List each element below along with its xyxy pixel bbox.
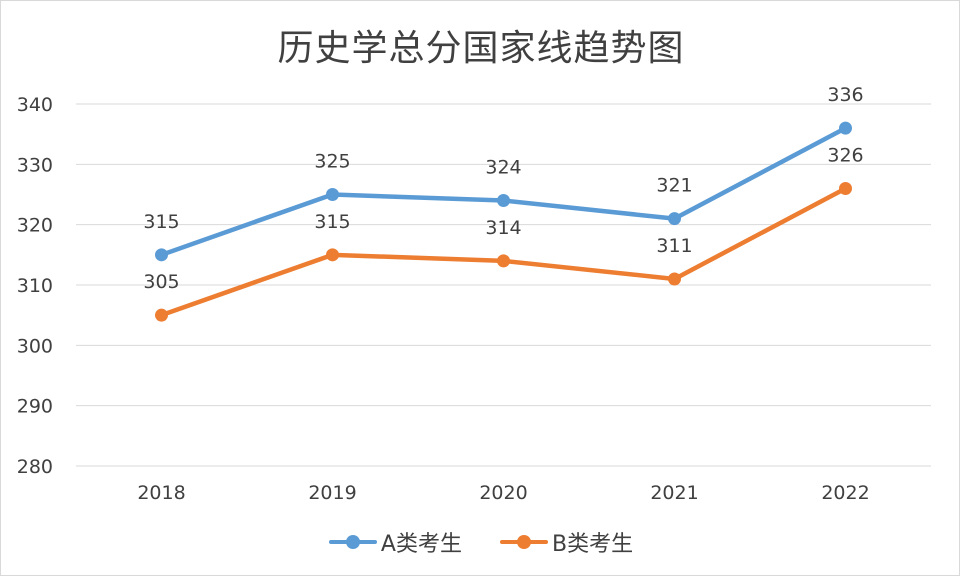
- y-tick-label: 300: [17, 335, 53, 357]
- data-point[interactable]: [155, 308, 168, 322]
- data-point[interactable]: [326, 188, 339, 201]
- y-tick-label: 280: [17, 456, 53, 478]
- y-tick-label: 330: [17, 154, 53, 176]
- x-tick-label: 2022: [821, 482, 869, 504]
- data-point[interactable]: [497, 254, 510, 268]
- data-label: 315: [143, 211, 179, 233]
- y-tick-label: 340: [17, 94, 53, 116]
- legend: A类考生 B类考生: [1, 526, 960, 558]
- data-label: 325: [314, 151, 350, 173]
- gridlines: [76, 103, 931, 467]
- x-tick-label: 2021: [650, 482, 698, 504]
- x-tick-label: 2020: [479, 482, 527, 504]
- y-tick-label: 290: [17, 396, 53, 418]
- data-label: 326: [827, 144, 863, 166]
- data-point[interactable]: [326, 248, 339, 262]
- series-lines: [155, 121, 852, 322]
- y-tick-label: 320: [17, 215, 53, 237]
- data-label: 324: [485, 157, 521, 179]
- legend-label-b: B类考生: [551, 532, 634, 557]
- chart-title: 历史学总分国家线趋势图: [277, 28, 685, 69]
- data-label: 321: [656, 175, 692, 197]
- legend-swatch-b-icon: [499, 535, 548, 549]
- data-labels: 315 325 324 321 336 305 315 314 311 326: [143, 84, 863, 293]
- data-label: 311: [656, 235, 692, 257]
- legend-label-a: A类考生: [380, 532, 462, 557]
- x-axis-ticks: 2018 2019 2020 2021 2022: [137, 482, 869, 504]
- y-tick-label: 310: [17, 275, 53, 297]
- x-tick-label: 2018: [137, 482, 185, 504]
- legend-item-b[interactable]: B类考生: [499, 526, 634, 558]
- legend-item-a[interactable]: A类考生: [328, 526, 462, 558]
- data-point[interactable]: [668, 272, 681, 286]
- data-point[interactable]: [839, 181, 852, 195]
- x-tick-label: 2019: [308, 482, 356, 504]
- data-label: 336: [827, 84, 863, 106]
- series-line-b: [159, 186, 848, 318]
- data-label: 314: [485, 217, 521, 239]
- data-label: 315: [314, 211, 350, 233]
- data-point[interactable]: [155, 248, 168, 262]
- data-point[interactable]: [839, 121, 852, 135]
- data-label: 305: [143, 271, 179, 293]
- legend-swatch-a-icon: [328, 535, 377, 549]
- data-point[interactable]: [497, 194, 510, 208]
- y-axis-ticks: 280 290 300 310 320 330 340: [17, 94, 53, 478]
- data-point[interactable]: [668, 212, 681, 226]
